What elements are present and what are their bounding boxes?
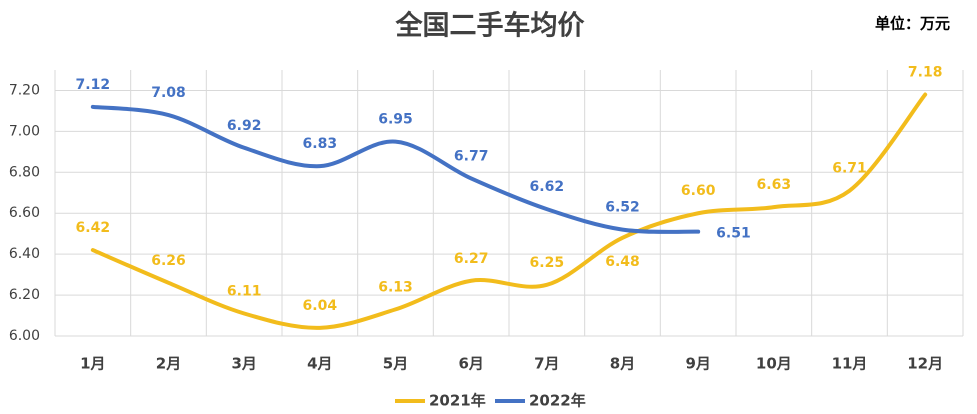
y-tick-label: 7.20 — [9, 82, 40, 98]
legend-label: 2021年 — [429, 392, 486, 410]
y-tick-label: 6.80 — [9, 164, 40, 180]
data-label: 6.48 — [605, 254, 640, 270]
x-tick-label: 3月 — [231, 355, 256, 373]
x-tick-label: 12月 — [907, 355, 943, 373]
x-tick-label: 9月 — [685, 355, 710, 373]
x-tick-label: 11月 — [832, 355, 868, 373]
data-label: 6.13 — [378, 279, 413, 295]
data-label: 6.51 — [716, 226, 751, 242]
data-label: 6.92 — [227, 118, 262, 134]
data-label: 6.42 — [76, 220, 111, 236]
data-label: 6.25 — [530, 255, 565, 271]
data-label: 6.60 — [681, 183, 716, 199]
data-label: 6.62 — [530, 179, 565, 195]
data-label: 7.12 — [76, 77, 111, 93]
data-label: 6.83 — [303, 136, 338, 152]
y-tick-label: 6.40 — [9, 246, 40, 262]
y-tick-label: 6.60 — [9, 205, 40, 221]
data-label: 6.77 — [454, 148, 489, 164]
series-line — [90, 104, 701, 234]
y-tick-label: 7.00 — [9, 123, 40, 139]
x-tick-label: 7月 — [534, 355, 559, 373]
data-label: 6.26 — [151, 253, 186, 269]
y-tick-label: 6.20 — [9, 287, 40, 303]
series-line — [90, 92, 928, 330]
y-tick-label: 6.00 — [9, 328, 40, 344]
x-tick-label: 5月 — [383, 355, 408, 373]
x-tick-label: 8月 — [610, 355, 635, 373]
data-label: 6.71 — [832, 161, 867, 177]
legend-label: 2022年 — [529, 392, 586, 410]
x-tick-label: 1月 — [80, 355, 105, 373]
data-label: 6.52 — [605, 200, 640, 216]
chart-title: 全国二手车均价 — [395, 10, 586, 42]
unit-annotation: 单位：万元 — [875, 15, 950, 33]
data-label: 6.95 — [378, 112, 413, 128]
data-label: 6.27 — [454, 251, 489, 267]
data-label: 6.04 — [303, 298, 338, 314]
x-tick-label: 4月 — [307, 355, 332, 373]
data-label: 7.08 — [151, 85, 186, 101]
x-tick-label: 10月 — [756, 355, 792, 373]
data-label: 7.18 — [908, 65, 943, 81]
data-label: 6.11 — [227, 283, 262, 299]
x-tick-label: 6月 — [458, 355, 483, 373]
x-tick-label: 2月 — [156, 355, 181, 373]
data-label: 6.63 — [757, 177, 792, 193]
